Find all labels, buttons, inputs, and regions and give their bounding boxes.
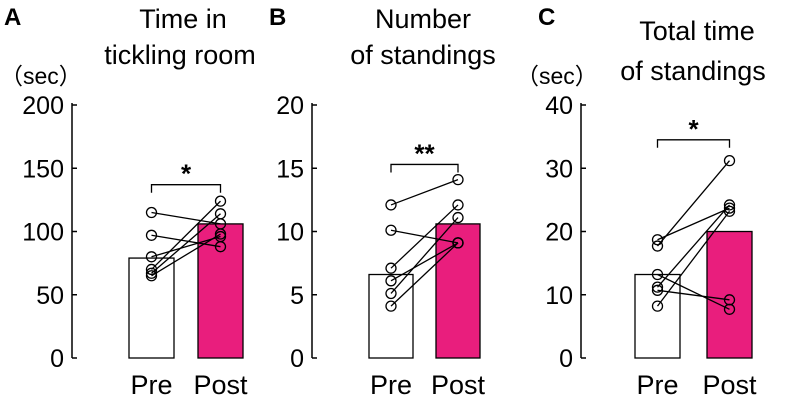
y-tick-label: 0 — [290, 345, 304, 373]
subject-line — [656, 210, 731, 307]
y-tick-label: 100 — [22, 219, 64, 247]
x-category-label: Post — [702, 370, 757, 400]
subject-line — [151, 213, 221, 274]
point-pre — [145, 206, 158, 219]
y-tick-label: 10 — [276, 219, 304, 247]
plot-area: 0 5 10 15 20 Pre Post ** — [276, 92, 485, 400]
point-post — [723, 205, 736, 217]
chart-title-line-1: Number — [375, 4, 471, 34]
x-category-label: Post — [193, 370, 248, 400]
point-pre — [385, 287, 397, 300]
panel-a: A Time in tickling room （sec） 0 50 100 150 2… — [0, 4, 256, 400]
y-tick-label: 50 — [36, 282, 64, 310]
point-post — [214, 218, 227, 230]
bar-pre — [368, 273, 414, 359]
point-pre — [651, 284, 664, 296]
panel-c: C Total time of standings （sec） 0 10 20 30 4… — [516, 4, 766, 400]
x-category-label: Post — [431, 370, 486, 400]
subject-line — [151, 200, 221, 270]
point-post — [452, 237, 464, 249]
subject-line — [151, 235, 221, 258]
subject-line — [151, 211, 221, 225]
point-pre — [145, 267, 158, 279]
subject-line — [390, 229, 459, 244]
point-post — [452, 173, 464, 186]
y-tick-label: 40 — [545, 92, 573, 120]
significance-bracket — [150, 184, 222, 193]
subject-line — [151, 233, 221, 277]
point-post — [723, 155, 736, 167]
y-tick-label: 0 — [559, 345, 573, 373]
subject-line — [390, 179, 459, 206]
subject-line — [657, 160, 730, 247]
subject-line — [390, 217, 459, 294]
subject-line — [657, 204, 730, 288]
subject-line — [657, 207, 730, 241]
point-pre — [651, 268, 664, 281]
significance-marker: * — [181, 159, 192, 189]
panel-b: B Number of standings 0 5 10 15 20 Pre Post ** — [269, 4, 496, 400]
point-pre — [145, 229, 158, 241]
y-tick-label: 5 — [290, 282, 304, 310]
chart-title-line-2: tickling room — [104, 40, 256, 70]
y-tick-label: 20 — [276, 92, 304, 120]
y-axis-unit: （sec） — [0, 63, 82, 89]
significance-marker: ** — [414, 138, 435, 168]
point-post — [723, 202, 736, 214]
subject-line — [151, 234, 221, 248]
point-pre — [385, 275, 397, 287]
y-axis-unit: （sec） — [516, 63, 598, 89]
point-pre — [651, 281, 664, 293]
subject-line — [657, 289, 730, 301]
plot-area: 0 50 100 150 200 Pre Post * — [22, 92, 248, 400]
point-pre — [651, 234, 664, 246]
subject-line — [657, 273, 730, 310]
point-pre — [145, 263, 158, 276]
point-post — [452, 199, 464, 211]
subject-line — [390, 242, 459, 282]
significance-bracket — [656, 139, 731, 148]
significance-marker: * — [688, 114, 699, 144]
x-category-label: Pre — [370, 370, 412, 400]
y-tick-label: 10 — [545, 282, 573, 310]
y-tick-label: 30 — [545, 155, 573, 183]
point-post — [214, 195, 227, 207]
chart-title-line-2: of standings — [350, 40, 496, 70]
y-tick-label: 20 — [545, 219, 573, 247]
point-post — [723, 303, 736, 315]
chart-title-line-1: Total time — [639, 16, 755, 46]
y-tick-label: 15 — [276, 155, 304, 183]
y-tick-label: 0 — [50, 345, 64, 373]
bar-post — [435, 223, 481, 359]
panel-label: C — [538, 4, 555, 31]
point-pre — [145, 251, 158, 263]
panel-label: B — [269, 4, 286, 31]
point-pre — [385, 262, 397, 274]
point-pre — [651, 300, 664, 312]
point-post — [214, 241, 227, 253]
chart-title-line-1: Time in — [139, 4, 227, 34]
point-post — [723, 199, 736, 211]
point-pre — [385, 300, 397, 312]
x-category-label: Pre — [130, 370, 172, 400]
subject-line — [390, 242, 459, 307]
panel-label: A — [4, 4, 21, 31]
significance-bracket — [390, 163, 459, 173]
point-post — [452, 211, 464, 224]
point-pre — [651, 240, 664, 252]
plot-area: 0 10 20 30 40 Pre Post * — [545, 92, 757, 400]
y-tick-label: 200 — [22, 92, 64, 120]
x-category-label: Pre — [636, 370, 678, 400]
y-tick-label: 150 — [22, 155, 64, 183]
point-pre — [385, 199, 397, 211]
chart-title-line-2: of standings — [620, 56, 766, 86]
point-pre — [385, 224, 397, 236]
